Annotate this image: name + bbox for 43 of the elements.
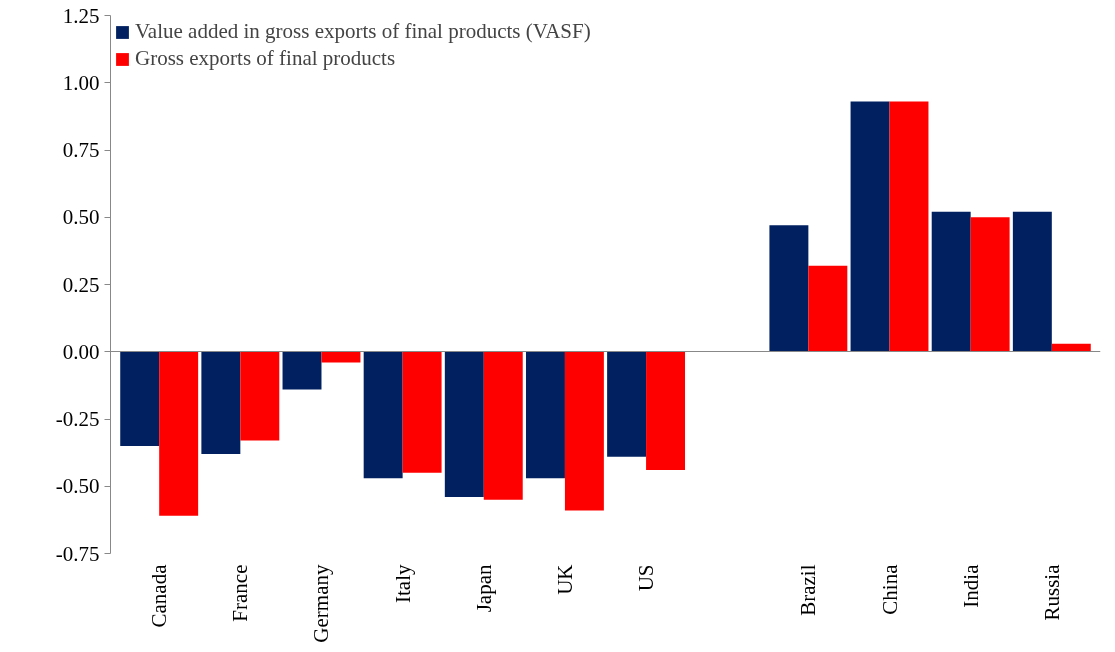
- x-tick-label: France: [228, 564, 253, 622]
- bar: [444, 351, 484, 498]
- bar: [525, 351, 565, 479]
- bar: [321, 351, 361, 363]
- y-tick-label: 1.25: [62, 3, 100, 28]
- y-tick-label: 0.25: [62, 272, 100, 297]
- y-tick-label: 0.00: [62, 339, 100, 364]
- bar: [120, 351, 160, 446]
- bar: [363, 351, 403, 479]
- bar: [282, 351, 322, 390]
- x-tick-label: US: [634, 564, 659, 592]
- y-tick-label: -0.25: [55, 407, 100, 431]
- bar: [889, 101, 929, 352]
- x-tick-label: India: [958, 563, 983, 608]
- x-tick-label: Russia: [1039, 563, 1064, 621]
- bar: [402, 351, 442, 473]
- y-tick-label: 0.75: [62, 138, 100, 162]
- bar: [769, 225, 809, 352]
- bar: [808, 265, 848, 352]
- x-tick-label: Italy: [390, 564, 415, 603]
- y-tick-label: -0.50: [55, 474, 100, 499]
- legend-label: Value added in gross exports of final products (VASF): [135, 19, 591, 44]
- x-tick-label: China: [877, 563, 902, 615]
- bar: [607, 351, 647, 457]
- x-tick-label: Brazil: [796, 564, 821, 616]
- x-tick-label: UK: [552, 564, 577, 595]
- y-tick-label: -0.75: [55, 541, 100, 566]
- bar: [931, 211, 971, 352]
- x-tick-label: Canada: [147, 563, 172, 628]
- bar: [970, 217, 1010, 352]
- bar: [240, 351, 280, 441]
- bar: [159, 351, 199, 516]
- y-tick-label: 1.00: [62, 70, 100, 95]
- bar: [850, 101, 890, 352]
- bar: [1012, 211, 1052, 352]
- bar: [201, 351, 241, 454]
- y-tick-label: 0.50: [62, 205, 100, 230]
- x-tick-label: Japan: [471, 564, 496, 613]
- legend-label: Gross exports of final products: [135, 46, 396, 71]
- bar: [564, 351, 604, 511]
- bar: [646, 351, 686, 471]
- bar: [483, 351, 523, 500]
- x-tick-label: Germany: [309, 564, 334, 643]
